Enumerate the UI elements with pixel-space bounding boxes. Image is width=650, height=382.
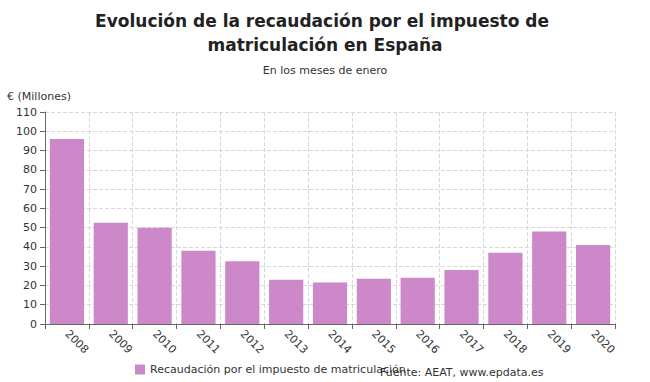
svg-text:0: 0: [30, 318, 37, 331]
svg-text:2019: 2019: [545, 327, 574, 356]
svg-text:matriculación en España: matriculación en España: [207, 35, 442, 55]
svg-text:90: 90: [23, 144, 37, 157]
svg-text:2017: 2017: [457, 327, 486, 356]
svg-text:2018: 2018: [501, 327, 530, 356]
svg-text:2013: 2013: [282, 327, 311, 356]
svg-text:2015: 2015: [369, 327, 398, 356]
svg-text:20: 20: [23, 279, 37, 292]
svg-text:70: 70: [23, 183, 37, 196]
svg-text:2008: 2008: [62, 327, 91, 356]
svg-text:2014: 2014: [325, 327, 354, 356]
svg-text:Evolución de la recaudación po: Evolución de la recaudación por el impue…: [95, 11, 555, 31]
svg-text:Fuente: AEAT, www.epdata.es: Fuente: AEAT, www.epdata.es: [380, 366, 544, 379]
svg-text:80: 80: [23, 163, 37, 176]
svg-text:10: 10: [23, 298, 37, 311]
svg-text:2010: 2010: [150, 327, 179, 356]
svg-text:50: 50: [23, 221, 37, 234]
svg-text:Recaudación por el impuesto de: Recaudación por el impuesto de matricula…: [150, 363, 406, 376]
svg-text:100: 100: [16, 125, 37, 138]
svg-text:60: 60: [23, 202, 37, 215]
svg-text:En los meses de enero: En los meses de enero: [263, 64, 388, 77]
svg-text:2009: 2009: [106, 327, 135, 356]
svg-text:30: 30: [23, 260, 37, 273]
svg-text:2012: 2012: [238, 327, 267, 356]
svg-text:2016: 2016: [413, 327, 442, 356]
svg-text:€ (Millones): € (Millones): [7, 90, 71, 103]
svg-text:40: 40: [23, 240, 37, 253]
svg-text:2011: 2011: [194, 327, 223, 356]
svg-text:2020: 2020: [588, 327, 617, 356]
svg-text:110: 110: [16, 106, 37, 119]
